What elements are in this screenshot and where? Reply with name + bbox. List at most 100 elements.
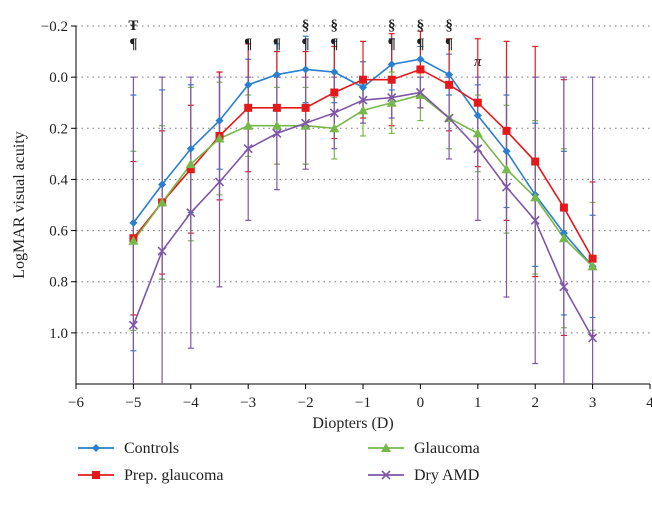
data-point <box>444 113 454 123</box>
data-point <box>244 103 253 112</box>
data-point <box>530 192 541 202</box>
y-tick-label: 0.4 <box>49 172 68 188</box>
data-point <box>186 144 195 153</box>
legend-label: Glaucoma <box>414 440 480 457</box>
x-stroke <box>381 470 391 480</box>
x-stroke <box>387 93 397 103</box>
x-axis-label: Diopters (D) <box>312 415 393 432</box>
data-point <box>387 75 396 84</box>
y-tick-label: 0.2 <box>49 121 68 137</box>
data-point <box>416 65 425 74</box>
data-point <box>214 177 225 187</box>
x-tick-label: −5 <box>125 395 141 411</box>
legend-item: Controls <box>78 440 179 457</box>
x-stroke <box>128 320 138 330</box>
significance-annotation: ¶ <box>129 36 137 52</box>
data-point <box>186 208 196 218</box>
legend-marker <box>381 443 391 452</box>
data-point <box>416 55 425 64</box>
y-tick-label: −0.2 <box>41 19 68 35</box>
significance-annotation: § <box>302 18 310 34</box>
annotations-layer: Ŧ ¶ ¶ ¶ § ¶ § ¶ § ¶ § ¶ § ¶ π <box>128 18 482 70</box>
x-stroke <box>559 282 569 292</box>
x-stroke <box>214 177 225 187</box>
data-point <box>502 126 511 135</box>
data-point <box>445 70 454 79</box>
data-point <box>214 133 225 143</box>
x-stroke <box>473 144 483 154</box>
x-tick-label: −3 <box>240 395 256 411</box>
x-stroke <box>272 128 282 138</box>
legend-label: Controls <box>124 440 179 457</box>
significance-annotation: Ŧ <box>128 18 138 34</box>
x-tick-label: 2 <box>531 395 539 411</box>
significance-annotation: ¶ <box>244 36 252 52</box>
x-tick-label: −2 <box>298 395 314 411</box>
data-point <box>502 147 511 156</box>
x-stroke <box>501 182 512 192</box>
significance-annotation: ¶ <box>388 36 396 52</box>
data-point <box>186 165 195 174</box>
significance-annotation: ¶ <box>273 36 281 52</box>
significance-annotation: § <box>445 18 453 34</box>
axis-layer: −0.2 0.0 0.2 0.4 0.6 0.8 1.0 −6 −5 −4 −3 −2 −1 0 1 2 3 4 <box>41 19 652 411</box>
y-tick-label: 0.0 <box>49 70 68 86</box>
y-axis-label: LogMAR visual acuity <box>11 131 28 279</box>
data-point <box>128 235 139 245</box>
data-point <box>272 70 281 79</box>
legend-marker <box>92 471 100 479</box>
data-point <box>329 108 339 118</box>
significance-annotation: π <box>474 54 482 70</box>
x-tick-label: 4 <box>646 395 652 411</box>
data-point <box>473 98 482 107</box>
data-point <box>272 103 281 112</box>
data-point <box>588 254 597 263</box>
data-point <box>359 83 367 92</box>
legend-item: Prep. glaucoma <box>78 467 224 484</box>
significance-annotation: § <box>388 18 396 34</box>
data-point <box>301 103 310 112</box>
data-point <box>301 65 310 74</box>
data-point <box>386 97 397 107</box>
data-point <box>300 120 311 130</box>
significance-annotation: § <box>331 18 339 34</box>
data-point <box>243 144 253 154</box>
x-tick-label: −6 <box>68 395 84 411</box>
data-point <box>588 333 598 343</box>
significance-annotation: ¶ <box>302 36 310 52</box>
data-point <box>358 105 368 115</box>
data-point <box>128 320 138 330</box>
data-point <box>158 180 167 189</box>
data-point <box>387 93 397 103</box>
data-point <box>358 95 368 105</box>
legend-item: Dry AMD <box>368 467 479 484</box>
legend-item: Glaucoma <box>368 440 480 457</box>
legend-marker <box>92 444 100 452</box>
markers-layer <box>128 55 598 343</box>
data-point <box>301 118 311 128</box>
data-point <box>272 128 282 138</box>
data-point <box>558 233 569 243</box>
data-point <box>559 229 568 238</box>
data-point <box>359 75 367 84</box>
legend-label: Dry AMD <box>414 467 479 484</box>
data-point <box>387 60 396 69</box>
x-stroke <box>243 144 253 154</box>
legend: Controls Prep. glaucoma Glaucoma Dry AMD <box>78 440 480 484</box>
data-point <box>445 80 454 89</box>
data-point <box>501 164 512 174</box>
x-stroke <box>186 208 196 218</box>
x-tick-label: −4 <box>183 395 199 411</box>
data-point <box>415 90 426 100</box>
data-point <box>157 246 167 256</box>
data-point <box>415 87 425 98</box>
legend-marker <box>381 470 391 480</box>
y-tick-label: 0.8 <box>49 275 68 291</box>
data-point <box>330 68 339 77</box>
significance-annotation: ¶ <box>416 36 424 52</box>
x-tick-label: 3 <box>589 395 597 411</box>
x-stroke <box>415 87 425 98</box>
data-point <box>129 218 138 227</box>
